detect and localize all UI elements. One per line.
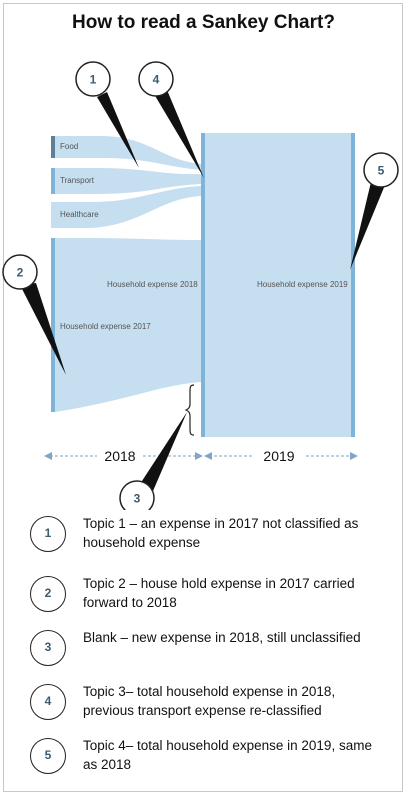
- legend-number-4: 4: [30, 684, 66, 720]
- callout-circle-2: [2, 254, 38, 290]
- page-title: How to read a Sankey Chart?: [72, 12, 335, 33]
- legend-text-1: Topic 1 – an expense in 2017 not classif…: [83, 516, 359, 550]
- node-household-2018: [201, 133, 205, 437]
- node-healthcare: [51, 202, 55, 228]
- arrowhead-left-end: [195, 452, 203, 460]
- legend-number-3: 3: [30, 630, 66, 666]
- arrowhead-right-end: [350, 452, 358, 460]
- flow-healthcare: [55, 186, 201, 228]
- label-transport: Transport: [60, 176, 95, 185]
- flow-household-2017: [55, 238, 201, 412]
- label-household-2017: Household expense 2017: [60, 322, 151, 331]
- callout-circle-1: [75, 61, 111, 97]
- label-household-2019: Household expense 2019: [257, 280, 348, 289]
- legend-text-4: Topic 3– total household expense in 2018…: [83, 684, 336, 718]
- label-healthcare: Healthcare: [60, 210, 99, 219]
- node-household-2019: [351, 133, 355, 437]
- flow-food: [55, 136, 201, 170]
- callout-pointer-1: [97, 92, 139, 168]
- axis-label-2019: 2019: [263, 448, 294, 464]
- node-food: [51, 136, 55, 158]
- label-food: Food: [60, 142, 78, 151]
- callout-circle-4: [138, 61, 174, 97]
- callout-circle-3: [119, 480, 155, 510]
- callout-number-2: 2: [17, 266, 24, 280]
- callout-number-5: 5: [378, 164, 385, 178]
- page-frame: [3, 3, 403, 792]
- label-household-2018: Household expense 2018: [107, 280, 198, 289]
- legend-item-3: 3 Blank – new expense in 2018, still unc…: [30, 628, 390, 672]
- callout-pointer-2: [20, 283, 66, 375]
- callout-circle-5: [363, 152, 399, 188]
- legend-text-2: Topic 2 – house hold expense in 2017 car…: [83, 576, 355, 610]
- flow-2018-to-2019: [205, 133, 351, 437]
- arrowhead-left-start: [44, 452, 52, 460]
- legend-item-4: 4 Topic 3– total household expense in 20…: [30, 682, 390, 726]
- callout-pointer-3: [140, 412, 187, 491]
- callout-number-3: 3: [134, 492, 141, 506]
- legend-number-1: 1: [30, 516, 66, 552]
- legend-item-2: 2 Topic 2 – house hold expense in 2017 c…: [30, 574, 390, 618]
- legend-number-5: 5: [30, 738, 66, 774]
- legend-text-3: Blank – new expense in 2018, still uncla…: [83, 630, 361, 645]
- legend-item-5: 5 Topic 4– total household expense in 20…: [30, 736, 390, 780]
- callout-number-1: 1: [90, 73, 97, 87]
- arrowhead-right-start: [204, 452, 212, 460]
- flow-transport: [55, 168, 201, 194]
- legend-text-5: Topic 4– total household expense in 2019…: [83, 738, 372, 772]
- node-transport: [51, 168, 55, 194]
- callout-pointer-4: [154, 90, 204, 178]
- callout-pointer-5: [350, 182, 385, 270]
- legend-number-2: 2: [30, 576, 66, 612]
- node-household-2017: [51, 238, 55, 412]
- legend-item-1: 1 Topic 1 – an expense in 2017 not class…: [30, 514, 390, 558]
- blank-bracket: [184, 384, 195, 436]
- axis-label-2018: 2018: [104, 448, 135, 464]
- sankey-diagram: Food Transport Healthcare Household expe…: [2, 61, 399, 510]
- callout-number-4: 4: [153, 73, 160, 87]
